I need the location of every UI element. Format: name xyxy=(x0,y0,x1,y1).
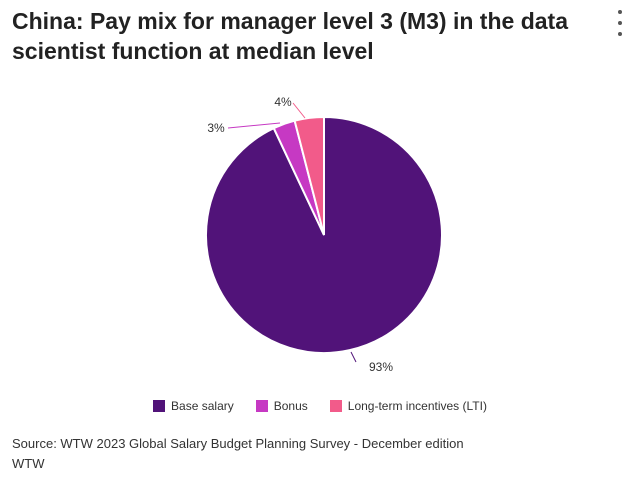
data-label-0: 93% xyxy=(369,360,393,374)
chart-footer: Source: WTW 2023 Global Salary Budget Pl… xyxy=(12,434,464,474)
legend-label-bonus: Bonus xyxy=(273,399,308,413)
data-label-1: 3% xyxy=(207,121,225,135)
pie-slice-long-term-incentives-lti[interactable] xyxy=(293,115,325,236)
leader-line-2 xyxy=(292,102,306,119)
legend-swatch-lti xyxy=(329,400,342,412)
legend-item-bonus[interactable]: Bonus xyxy=(255,399,308,413)
legend-label-lti: Long-term incentives (LTI) xyxy=(347,399,487,413)
leader-line-0 xyxy=(350,351,357,363)
credit-note: WTW xyxy=(12,456,45,471)
more-vertical-icon[interactable] xyxy=(612,10,628,36)
data-label-2: 4% xyxy=(274,95,292,109)
menu-dot xyxy=(618,32,622,36)
source-note: Source: WTW 2023 Global Salary Budget Pl… xyxy=(12,436,464,451)
legend-item-lti[interactable]: Long-term incentives (LTI) xyxy=(329,399,487,413)
pie-chart: 93% 3% 4% xyxy=(205,95,443,374)
leader-line-1 xyxy=(227,122,281,129)
chart-legend: Base salary Bonus Long-term incentives (… xyxy=(0,399,640,413)
legend-label-base-salary: Base salary xyxy=(171,399,234,413)
legend-swatch-base-salary xyxy=(153,400,166,412)
legend-item-base-salary[interactable]: Base salary xyxy=(153,399,234,413)
menu-dot xyxy=(618,10,622,14)
legend-swatch-bonus xyxy=(255,400,268,412)
menu-dot xyxy=(618,21,622,25)
chart-title: China: Pay mix for manager level 3 (M3) … xyxy=(12,8,568,64)
